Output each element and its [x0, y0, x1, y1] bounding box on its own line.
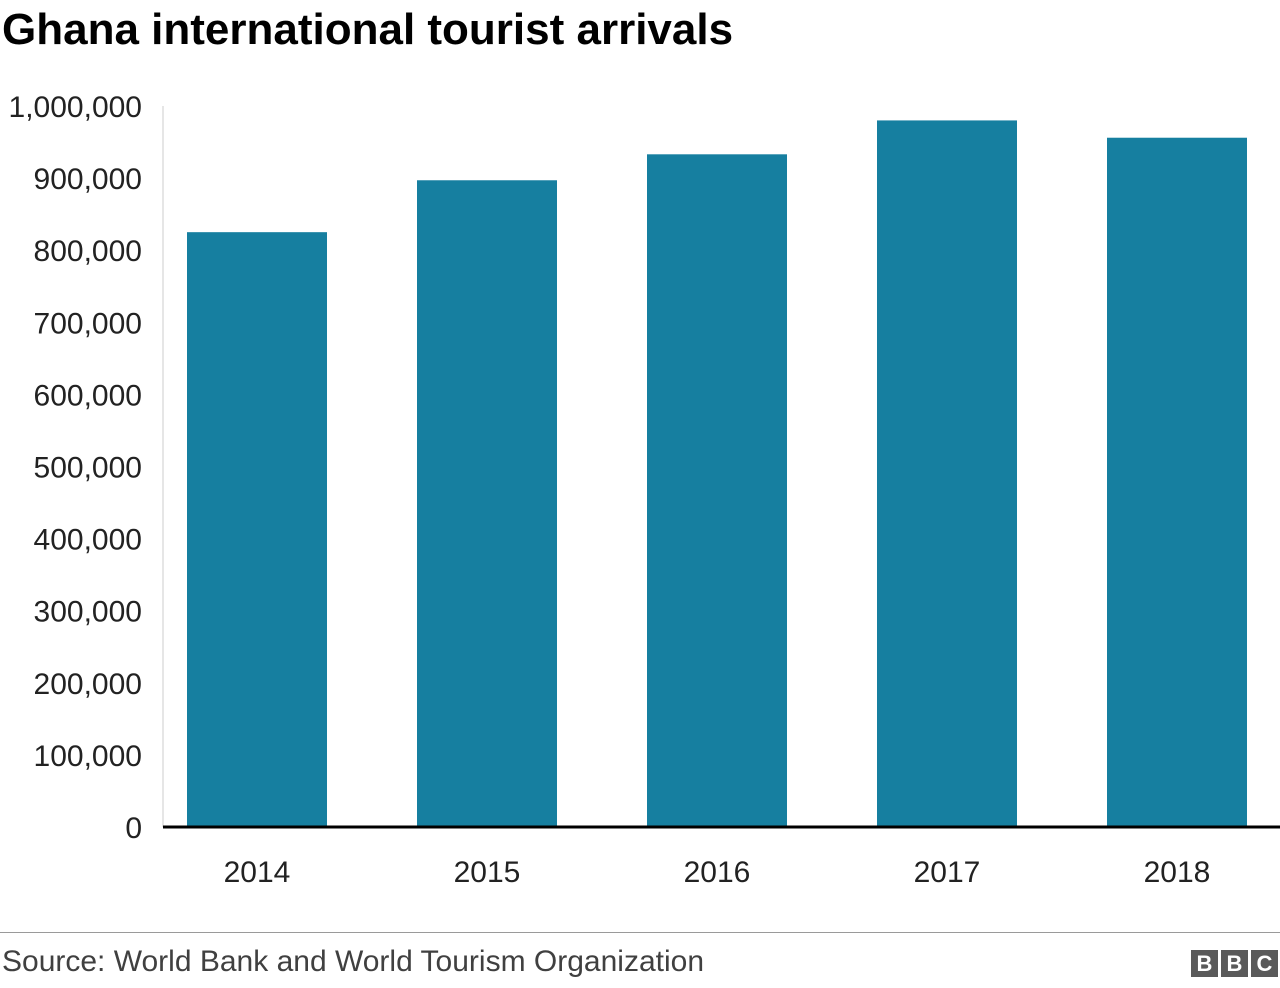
y-tick-label: 600,000 — [34, 379, 142, 412]
x-tick-label: 2016 — [684, 856, 751, 889]
y-tick-label: 500,000 — [34, 452, 142, 485]
x-tick-label: 2017 — [914, 856, 981, 889]
x-tick-label: 2014 — [224, 856, 291, 889]
bar-2014 — [187, 232, 327, 828]
y-tick-label: 200,000 — [34, 668, 142, 701]
y-tick-label: 1,000,000 — [9, 91, 142, 124]
x-tick-label: 2015 — [454, 856, 521, 889]
bar-2015 — [417, 180, 557, 827]
x-tick-label: 2018 — [1144, 856, 1211, 889]
bbc-logo: B B C — [1191, 950, 1278, 977]
y-tick-label: 100,000 — [34, 740, 142, 773]
x-axis: 2014 2015 2016 2017 2018 — [163, 825, 1280, 889]
y-tick-label: 900,000 — [34, 163, 142, 196]
y-tick-label: 300,000 — [34, 596, 142, 629]
bar-chart: 0 100,000 200,000 300,000 400,000 500,000 600,… — [9, 91, 1280, 889]
y-tick-label: 0 — [125, 812, 142, 845]
bbc-logo-block: B — [1221, 950, 1248, 977]
chart-title: Ghana international tourist arrivals — [2, 5, 734, 54]
y-tick-label: 700,000 — [34, 307, 142, 340]
y-tick-label: 400,000 — [34, 524, 142, 557]
footer-divider — [0, 932, 1280, 933]
bar-2016 — [647, 154, 787, 827]
bar-2018 — [1107, 137, 1247, 827]
bar-2017 — [877, 120, 1017, 828]
y-tick-label: 800,000 — [34, 235, 142, 268]
source-note: Source: World Bank and World Tourism Org… — [2, 945, 704, 978]
bars — [187, 120, 1247, 828]
bbc-logo-block: C — [1251, 950, 1278, 977]
y-axis: 0 100,000 200,000 300,000 400,000 500,000 600,… — [9, 91, 164, 845]
bbc-logo-block: B — [1191, 950, 1218, 977]
